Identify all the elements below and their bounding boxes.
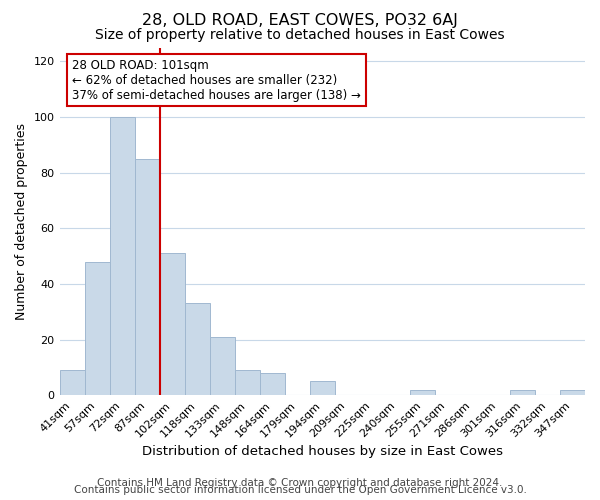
Text: Size of property relative to detached houses in East Cowes: Size of property relative to detached ho… <box>95 28 505 42</box>
Text: Contains HM Land Registry data © Crown copyright and database right 2024.: Contains HM Land Registry data © Crown c… <box>97 478 503 488</box>
Bar <box>235 370 260 395</box>
Text: Contains public sector information licensed under the Open Government Licence v3: Contains public sector information licen… <box>74 485 526 495</box>
Y-axis label: Number of detached properties: Number of detached properties <box>15 123 28 320</box>
Bar <box>310 382 335 395</box>
Bar <box>209 337 235 395</box>
Bar <box>59 370 85 395</box>
Text: 28, OLD ROAD, EAST COWES, PO32 6AJ: 28, OLD ROAD, EAST COWES, PO32 6AJ <box>142 12 458 28</box>
Text: 28 OLD ROAD: 101sqm
← 62% of detached houses are smaller (232)
37% of semi-detac: 28 OLD ROAD: 101sqm ← 62% of detached ho… <box>72 58 361 102</box>
Bar <box>510 390 535 395</box>
Bar <box>134 159 160 395</box>
Bar <box>110 117 134 395</box>
Bar <box>260 373 285 395</box>
Bar <box>560 390 585 395</box>
Bar <box>410 390 435 395</box>
X-axis label: Distribution of detached houses by size in East Cowes: Distribution of detached houses by size … <box>142 444 503 458</box>
Bar <box>160 254 185 395</box>
Bar <box>85 262 110 395</box>
Bar <box>185 304 209 395</box>
